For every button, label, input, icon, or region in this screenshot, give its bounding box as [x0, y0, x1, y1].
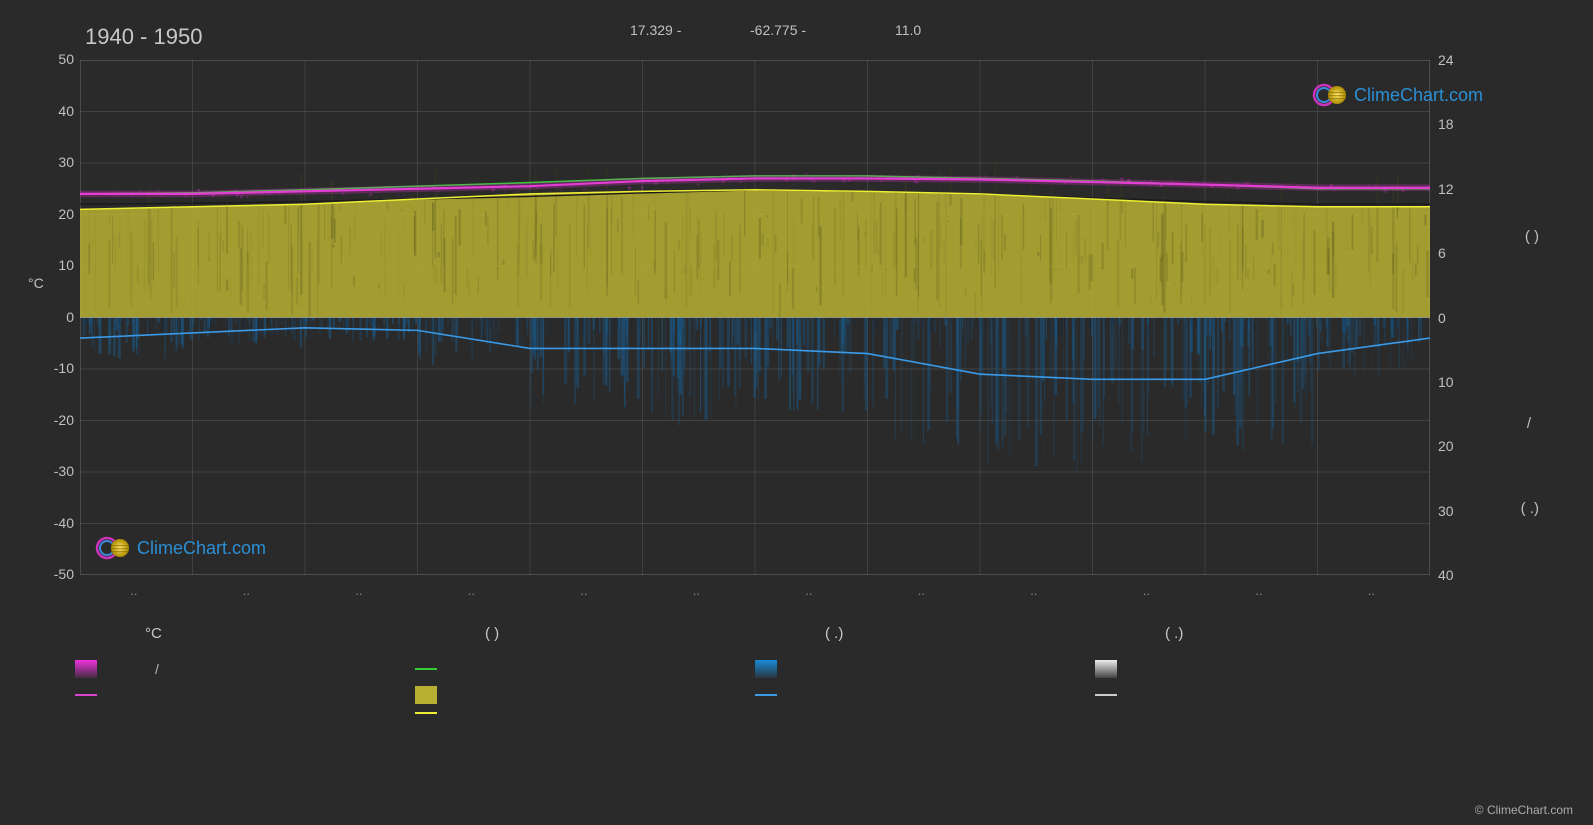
x-tick: ..: [1368, 583, 1375, 598]
chart-container: 1940 - 1950 17.329 - -62.775 - 11.0 °C 5…: [0, 0, 1593, 825]
right-tick: 20: [1438, 438, 1454, 454]
watermark-text: ClimeChart.com: [1354, 85, 1483, 106]
right-axis-label-top: ( ): [1525, 228, 1539, 245]
left-tick: -10: [50, 360, 74, 376]
legend-item: [75, 712, 415, 714]
x-tick: ..: [805, 583, 812, 598]
legend-item: [415, 712, 755, 714]
right-tick: 6: [1438, 245, 1446, 261]
legend-item: /: [75, 660, 415, 678]
copyright: © ClimeChart.com: [1475, 803, 1573, 817]
legend-header-3: ( .): [755, 625, 1095, 642]
right-tick: 10: [1438, 374, 1454, 390]
x-tick: ..: [580, 583, 587, 598]
legend-headers: °C ( ) ( .) ( .): [75, 625, 1435, 642]
right-tick: 18: [1438, 116, 1454, 132]
right-axis-label-mid: /: [1527, 415, 1531, 432]
legend-item: [1095, 712, 1435, 714]
watermark-top: ClimeChart.com: [1312, 82, 1483, 108]
legend-header-temp: °C: [75, 625, 415, 642]
legend-item: [755, 686, 1095, 704]
logo-icon: [1312, 82, 1348, 108]
legend-item: [1095, 660, 1435, 678]
legend-item: [415, 686, 755, 704]
right-tick: 30: [1438, 503, 1454, 519]
watermark-text: ClimeChart.com: [137, 538, 266, 559]
x-tick: ..: [243, 583, 250, 598]
left-tick: 40: [50, 103, 74, 119]
left-tick: 0: [50, 309, 74, 325]
x-tick: ..: [1143, 583, 1150, 598]
x-tick: ..: [918, 583, 925, 598]
left-tick: -40: [50, 515, 74, 531]
legend: °C ( ) ( .) ( .) /: [75, 625, 1435, 722]
legend-item: [1095, 686, 1435, 704]
period-title: 1940 - 1950: [85, 24, 202, 50]
legend-header-4: ( .): [1095, 625, 1435, 642]
legend-item: [75, 686, 415, 704]
left-tick: 10: [50, 257, 74, 273]
chart-plot-area: [80, 60, 1430, 575]
left-axis-unit: °C: [28, 275, 44, 291]
header-lat: 17.329 -: [630, 22, 681, 38]
legend-item: [415, 660, 755, 678]
x-tick: ..: [130, 583, 137, 598]
legend-row: [75, 712, 1435, 714]
x-tick: ..: [468, 583, 475, 598]
legend-row: /: [75, 660, 1435, 678]
right-tick: 24: [1438, 52, 1454, 68]
legend-item: [755, 712, 1095, 714]
x-tick: ..: [1030, 583, 1037, 598]
right-axis-label-bot: ( .): [1521, 500, 1539, 517]
legend-header-2: ( ): [415, 625, 755, 642]
left-tick: 50: [50, 51, 74, 67]
legend-item: [755, 660, 1095, 678]
header-elev: 11.0: [895, 22, 921, 38]
left-tick: 20: [50, 206, 74, 222]
watermark-bottom: ClimeChart.com: [95, 535, 266, 561]
x-tick: ..: [355, 583, 362, 598]
right-tick: 40: [1438, 567, 1454, 583]
left-tick: -30: [50, 463, 74, 479]
x-tick: ..: [1255, 583, 1262, 598]
header-lon: -62.775 -: [750, 22, 806, 38]
legend-row: [75, 686, 1435, 704]
left-tick: -50: [50, 566, 74, 582]
x-tick: ..: [693, 583, 700, 598]
right-tick: 0: [1438, 310, 1446, 326]
logo-icon: [95, 535, 131, 561]
right-tick: 12: [1438, 181, 1454, 197]
left-tick: 30: [50, 154, 74, 170]
left-tick: -20: [50, 412, 74, 428]
